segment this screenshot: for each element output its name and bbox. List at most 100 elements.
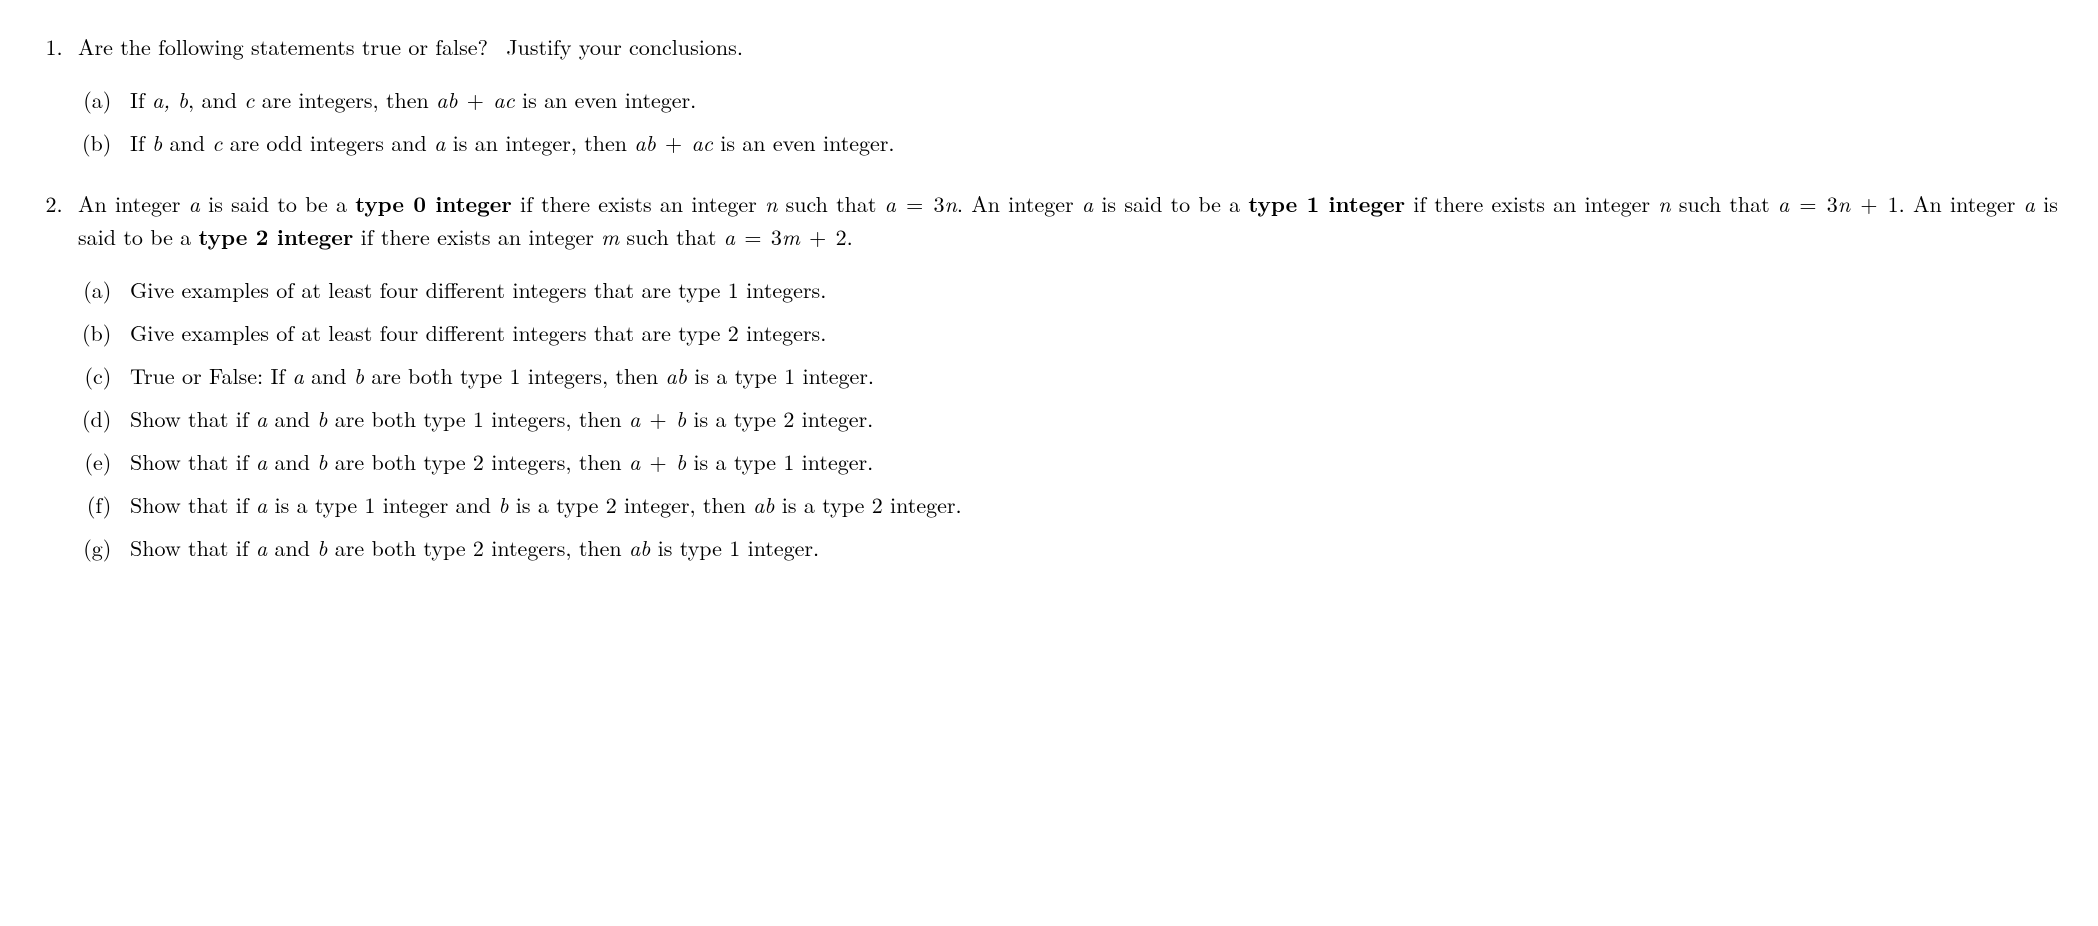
q2e-b: b [317,446,327,477]
q2c-mid: are both type 1 integers, then [364,360,666,391]
q2-eq2l: a [724,221,735,252]
q2-eq0r: n [945,188,957,219]
q1b-and1: and [162,127,212,158]
q2-eq1r2: 1 [1888,188,1899,219]
q2f-end: is a type 2 integer. [774,489,961,520]
q2c-pre: True or False: If [130,360,293,391]
q2e: Show that if a and b are both type 2 int… [126,445,2058,478]
q1b-b: b [152,127,162,158]
q2-t4: such that [777,188,884,219]
q2-t5: . An integer [957,188,1082,219]
q2e-and: and [267,446,317,477]
q2-t2: is said to be a [200,188,355,219]
q2-t7: if there exists an integer [1405,188,1658,219]
q2-t6: is said to be a [1093,188,1248,219]
q2e-plus: + [640,446,676,477]
q2c-and: and [304,360,354,391]
q2-eq0l: a [885,188,896,219]
q1-parts: If a, b, and c are integers, then ab + a… [78,83,2058,159]
q1b: If b and c are odd integers and a is an … [126,126,2058,159]
q2d-plus: + [640,403,676,434]
q2-n2: n [1658,188,1670,219]
q1a-text: If [130,84,152,115]
q1a-c: c [244,84,254,115]
q2-m: m [601,221,619,252]
q2c-ab: ab [666,360,687,391]
q1b-plus: + [656,127,692,158]
q2g: Show that if a and b are both type 2 int… [126,531,2058,564]
q1a-and: , and [188,84,244,115]
q2d-s1: a [629,403,640,434]
q2e-pre: Show that if [130,446,256,477]
q2-t9: . An integer [1899,188,2024,219]
q2c: True or False: If a and b are both type … [126,359,2058,392]
q2-t1: An integer [78,188,189,219]
q2g-b: b [317,532,327,563]
q1b-c: c [212,127,222,158]
q1b-mid2: are odd integers and [222,127,434,158]
q2-type1: type 1 integer [1248,188,1405,219]
q2c-a: a [293,360,304,391]
q2f-a: a [256,489,267,520]
q2-eq1: = [1789,188,1827,219]
q2d-s2: b [676,403,686,434]
q2e-a: a [256,446,267,477]
q2-eq1n: n [1838,188,1850,219]
q1-prompt-pre: Are the following statements true or fal… [78,31,488,62]
q2d-a: a [256,403,267,434]
q1a: If a, b, and c are integers, then ab + a… [126,83,2058,116]
q2f: Show that if a is a type 1 integer and b… [126,488,2058,521]
q2-eq2r2: 2 [836,221,847,252]
q2f-pre: Show that if [130,489,256,520]
q1a-ab: a, b [152,84,188,115]
q2f-mid1: is a type 1 integer and [267,489,498,520]
q1-prompt-post: Justify your conclusions. [506,31,743,62]
q1b-pre: If [130,127,152,158]
q2e-end: is a type 1 integer. [686,446,873,477]
q2f-mid2: is a type 2 integer, then [508,489,753,520]
q2-a3: a [2024,188,2035,219]
q2-a1: a [189,188,200,219]
q2-type2: type 2 integer [199,221,354,252]
q1a-end: is an even integer. [515,84,697,115]
q2d: Show that if a and b are both type 1 int… [126,402,2058,435]
q2-eq2p: + [800,221,836,252]
q1a-post: are integers, then [254,84,436,115]
q2d-mid: are both type 1 integers, then [327,403,629,434]
q1b-end: is an even integer. [713,127,895,158]
q2-eq2: = [735,221,771,252]
q2e-mid: are both type 2 integers, then [327,446,629,477]
q2d-and: and [267,403,317,434]
q2-a2: a [1082,188,1093,219]
q2d-b: b [317,403,327,434]
q2-t3: if there exists an integer [512,188,765,219]
q2-parts: Give examples of at least four different… [78,273,2058,564]
q1b-a: a [434,127,445,158]
q2g-a: a [256,532,267,563]
q2g-ab: ab [629,532,650,563]
q2f-ab: ab [753,489,774,520]
q1a-plus: + [457,84,493,115]
q1b-ac: ac [692,127,713,158]
problem-2: An integer a is said to be a type 0 inte… [70,187,2058,564]
q2c-end: is a type 1 integer. [687,360,874,391]
problem-1: Are the following statements true or fal… [70,30,2058,159]
q2-eq1p: + [1850,188,1888,219]
q2c-b: b [354,360,364,391]
q2-eq1l: a [1778,188,1789,219]
q2-eq0: = [896,188,934,219]
q2-t13: . [847,221,853,252]
problem-list: Are the following statements true or fal… [40,30,2058,564]
q2g-end: is type 1 integer. [650,532,819,563]
q2-eq2m: m [782,221,800,252]
q2-t8: such that [1671,188,1778,219]
q2g-mid: are both type 2 integers, then [327,532,629,563]
q2-n1: n [765,188,777,219]
q2f-b: b [498,489,508,520]
q2-t12: such that [619,221,724,252]
q2g-pre: Show that if [130,532,256,563]
q2d-pre: Show that if [130,403,256,434]
q2e-s1: a [629,446,640,477]
q1b-ab: ab [634,127,655,158]
q2-type0: type 0 integer [355,188,512,219]
